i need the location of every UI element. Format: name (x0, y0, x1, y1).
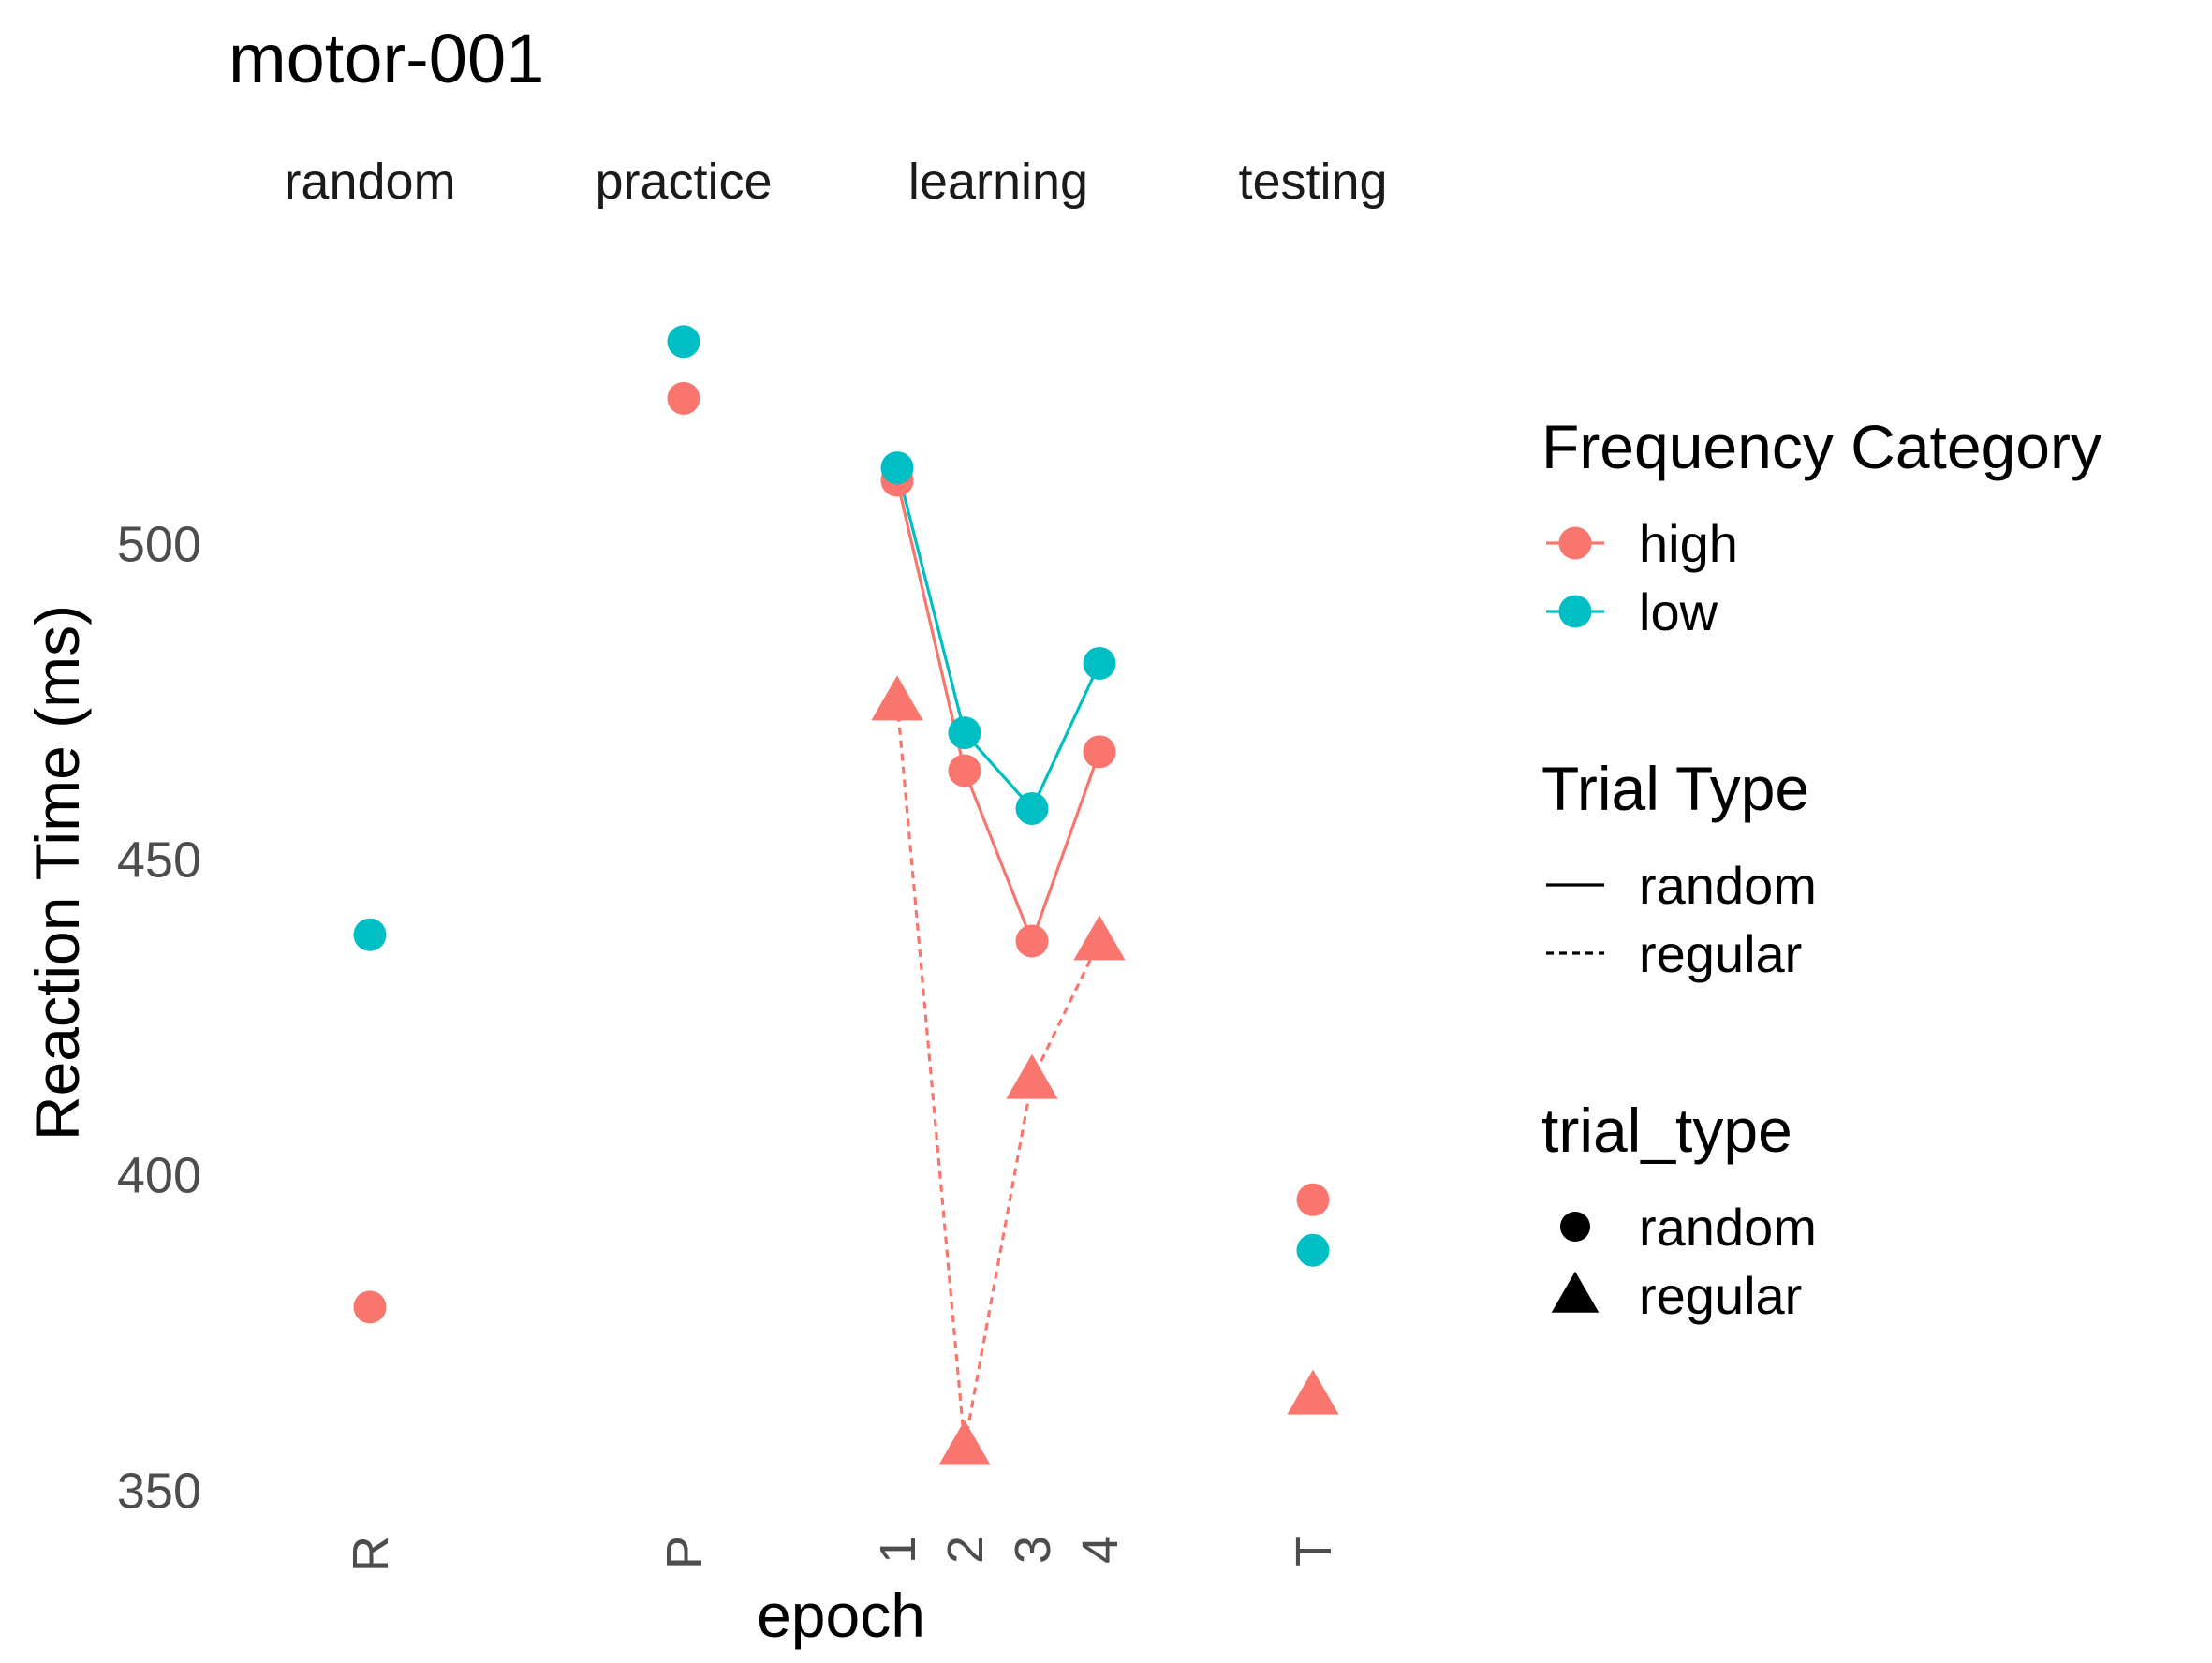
point-high-random-R (353, 1290, 387, 1324)
point-high-random-P (667, 381, 700, 415)
x-tick-label: 2 (937, 1536, 994, 1564)
point-low-random-3 (1015, 791, 1049, 825)
legend-title: Trial Type (1541, 754, 1809, 823)
point-high-random-4 (1083, 735, 1116, 769)
x-tick-label: 3 (1005, 1536, 1061, 1564)
facet-label-learning: learning (908, 154, 1088, 210)
y-tick-label: 400 (117, 1147, 201, 1203)
x-tick-label: R (343, 1536, 399, 1572)
y-tick-label: 450 (117, 832, 201, 888)
series-line-low-random (895, 467, 1101, 812)
point-low-random-R (353, 918, 387, 951)
legend-item-label: low (1639, 582, 1718, 641)
y-axis-title: Reaction Time (ms) (22, 605, 92, 1141)
point-high-random-T (1296, 1183, 1330, 1216)
point-high-random-3 (1015, 924, 1049, 958)
legend-key-circle (1560, 1212, 1590, 1242)
legend-item-label: regular (1639, 924, 1802, 983)
point-high-regular-1 (871, 675, 923, 721)
legend-item-label: regular (1639, 1266, 1802, 1325)
facet-label-random: random (284, 154, 455, 210)
point-low-random-4 (1083, 646, 1116, 680)
point-low-random-P (667, 325, 700, 359)
facet-label-testing: testing (1238, 154, 1387, 210)
point-low-random-2 (948, 716, 981, 750)
chart-title: motor-001 (229, 20, 544, 97)
y-tick-label: 350 (117, 1463, 201, 1519)
x-tick-label: 4 (1072, 1536, 1128, 1564)
y-tick-label: 500 (117, 516, 201, 572)
legend-item-label: random (1639, 856, 1817, 915)
point-high-regular-3 (1006, 1053, 1058, 1099)
legends: Frequency Category high low Trial Type rando… (1541, 412, 2101, 1325)
legend-linetype: Trial Type random regular (1541, 754, 1817, 983)
series-lines (895, 467, 1101, 1447)
x-tick-label: T (1286, 1536, 1342, 1567)
point-low-random-T (1296, 1233, 1330, 1267)
legend-key-point (1558, 526, 1592, 560)
point-low-random-1 (880, 451, 914, 485)
x-axis-title: epoch (757, 1581, 925, 1650)
point-high-regular-2 (938, 1420, 991, 1465)
legend-key-point (1558, 595, 1592, 628)
point-high-regular-T (1287, 1369, 1339, 1415)
series-line-high-regular (895, 700, 1101, 1447)
legend-color: Frequency Category high low (1541, 412, 2101, 641)
x-tick-label: 1 (870, 1536, 926, 1564)
series-points (353, 325, 1339, 1465)
point-high-random-2 (948, 754, 981, 787)
facet-label-practice: practice (595, 154, 772, 210)
legend-title: trial_type (1541, 1096, 1792, 1165)
point-high-regular-4 (1073, 915, 1126, 961)
x-tick-label: P (656, 1536, 713, 1569)
y-axis-ticks: 350 400 450 500 (117, 516, 201, 1519)
legend-item-label: random (1639, 1198, 1817, 1257)
series-line-high-random (895, 479, 1101, 946)
legend-item-label: high (1639, 514, 1738, 573)
legend-key-triangle (1551, 1271, 1600, 1313)
legend-title: Frequency Category (1541, 412, 2101, 481)
facet-labels: random practice learning testing (284, 154, 1387, 210)
